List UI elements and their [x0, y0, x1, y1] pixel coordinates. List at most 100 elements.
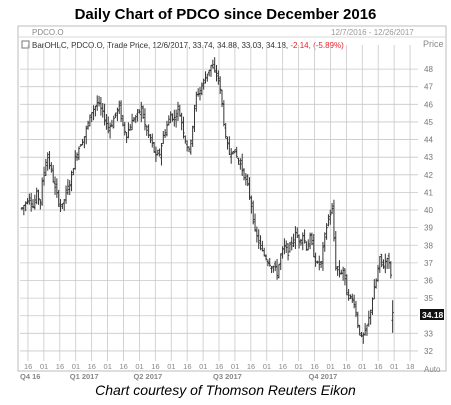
ohlc-bar	[246, 174, 249, 187]
ohlc-bar	[264, 254, 268, 261]
ohlc-bar	[229, 148, 233, 164]
x-tick-label: 16	[119, 362, 127, 371]
ohlc-bar	[94, 105, 97, 117]
ohlc-bar	[70, 170, 73, 192]
ohlc-bar	[327, 214, 330, 227]
ohlc-bar	[149, 133, 152, 144]
ohlc-bar	[299, 238, 303, 246]
ohlc-bar	[305, 241, 308, 251]
ohlc-bar	[134, 114, 137, 124]
x-quarter-label: Q2 2017	[133, 372, 162, 381]
ohlc-bar	[354, 300, 358, 318]
x-tick-label: 01	[104, 362, 112, 371]
ohlc-bar	[378, 255, 382, 273]
ohlc-bar	[285, 240, 288, 253]
x-tick-label: 18	[406, 362, 414, 371]
ohlc-bar	[283, 238, 286, 255]
ohlc-bar	[189, 139, 193, 155]
ohlc-bar	[29, 192, 33, 212]
ohlc-bar	[152, 141, 156, 153]
ohlc-bar	[167, 115, 170, 126]
y-tick-label: 41	[424, 188, 433, 197]
page-title: Daily Chart of PDCO since December 2016	[74, 6, 377, 23]
ohlc-bar	[202, 78, 205, 90]
ohlc-bar	[336, 266, 339, 276]
last-price-value: 34.18	[422, 310, 444, 320]
ohlc-bar	[110, 119, 114, 128]
ohlc-bar	[218, 76, 222, 94]
ohlc-bar	[163, 129, 167, 139]
ohlc-bar	[281, 246, 284, 259]
ohlc-bar	[263, 247, 266, 257]
x-tick-label: 16	[215, 362, 223, 371]
x-tick-label: 16	[247, 362, 255, 371]
x-tick-label: 01	[358, 362, 366, 371]
ohlc-bar	[319, 260, 323, 269]
legend-text: BarOHLC, PDCO.O, Trade Price, 12/6/2017,…	[32, 41, 344, 50]
ohlc-bar	[310, 232, 314, 245]
ohlc-bar	[51, 164, 55, 183]
ohlc-bar	[57, 189, 60, 207]
ohlc-bar	[160, 143, 163, 166]
ohlc-bar	[231, 150, 235, 155]
x-tick-label: 01	[231, 362, 239, 371]
ohlc-bar	[68, 180, 71, 196]
ohlc-bar	[33, 194, 37, 210]
ohlc-bar	[220, 89, 224, 108]
x-tick-label: 01	[295, 362, 303, 371]
ohlc-bar	[277, 264, 281, 279]
last-price-tag: 34.18	[420, 309, 444, 320]
ohlc-bar	[178, 104, 182, 117]
ohlc-bar	[303, 229, 306, 244]
ohlc-bar	[86, 120, 90, 130]
ohlc-bar	[61, 203, 64, 210]
y-tick-label: 46	[424, 100, 433, 109]
y-tick-label: 47	[424, 83, 433, 92]
x-quarter-label: Q3 2017	[213, 372, 242, 381]
ohlc-bar	[290, 236, 293, 251]
x-tick-label: 16	[151, 362, 159, 371]
auto-scale-label: Auto	[424, 365, 441, 374]
ohlc-bar	[363, 323, 367, 336]
chart-caption: Chart courtesy of Thomson Reuters Eikon	[95, 382, 356, 398]
ohlc-bar	[75, 152, 79, 161]
ohlc-bar	[257, 229, 260, 249]
ohlc-bar	[59, 199, 62, 213]
ohlc-bar	[259, 235, 262, 251]
y-tick-label: 37	[424, 259, 433, 268]
ohlc-bar	[343, 268, 347, 286]
ohlc-bar	[200, 82, 204, 96]
ohlc-bar	[169, 111, 172, 124]
ohlc-bar	[140, 101, 143, 123]
ohlc-bar	[222, 100, 226, 127]
ohlc-bar	[288, 241, 292, 253]
ohlc-bar	[365, 324, 369, 336]
ohlc-bar	[132, 117, 136, 123]
ohlc-bar	[141, 105, 145, 119]
ohlc-bar	[66, 179, 70, 195]
ohlc-bar	[296, 227, 299, 238]
ohlc-bar	[174, 109, 178, 128]
y-tick-label: 35	[424, 294, 433, 303]
ohlc-bar	[118, 100, 121, 115]
x-tick-label: 16	[279, 362, 287, 371]
ohlc-bar	[28, 193, 31, 205]
chart-frame	[17, 25, 447, 372]
x-tick-label: 16	[24, 362, 32, 371]
ohlc-bar	[173, 109, 176, 127]
ohlc-bar	[165, 120, 169, 137]
ohlc-bar	[196, 88, 200, 97]
ohlc-bar	[77, 146, 81, 161]
ohlc-bar	[224, 123, 227, 139]
ohlc-bar	[237, 157, 240, 165]
ohlc-bar	[349, 294, 352, 300]
y-tick-label: 43	[424, 153, 433, 162]
ohlc-bar	[31, 199, 35, 209]
ohlc-bar	[244, 173, 248, 186]
ohlc-bar	[112, 115, 115, 129]
ohlc-bar	[329, 209, 332, 225]
y-tick-label: 42	[424, 171, 433, 180]
ohlc-bar	[279, 253, 282, 271]
ohlc-bar	[318, 255, 321, 271]
ohlc-bar	[107, 116, 110, 134]
